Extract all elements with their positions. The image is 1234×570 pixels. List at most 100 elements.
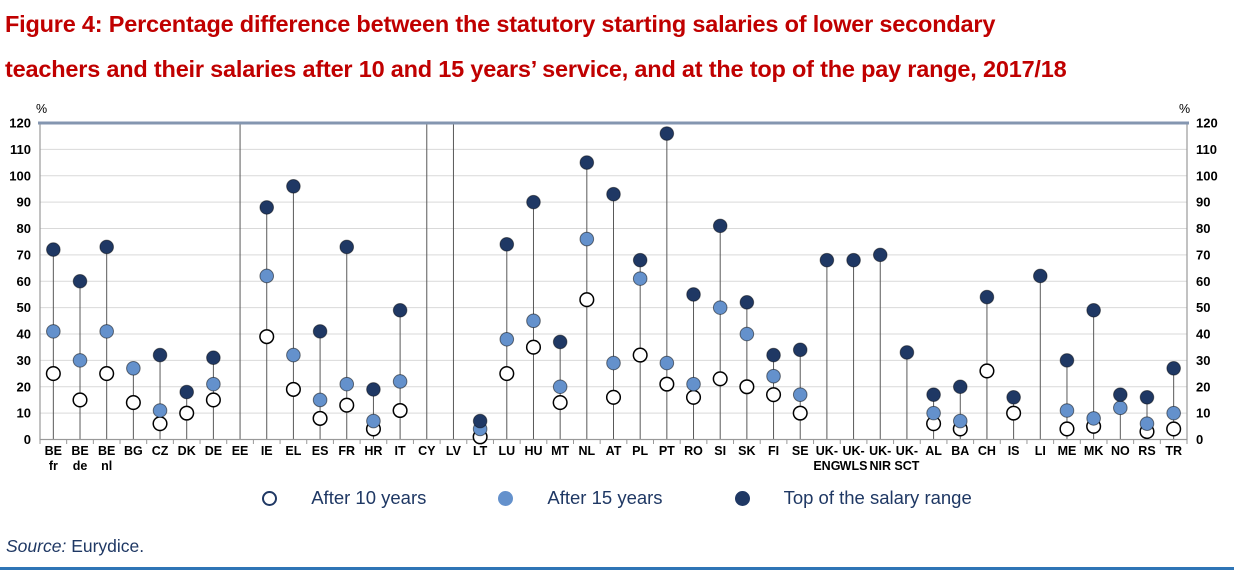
- dot-after-15-years: [1086, 411, 1101, 426]
- dot-top-of-range: [579, 155, 595, 170]
- dot-top-of-range: [1166, 360, 1181, 376]
- y-axis-label-right: 120: [1196, 116, 1218, 131]
- x-axis-label: ME: [1058, 444, 1077, 458]
- x-axis-label: BE: [71, 444, 88, 458]
- x-axis-label: IT: [395, 444, 406, 458]
- dot-after-15-years: [952, 413, 968, 429]
- x-axis-label: EL: [285, 444, 301, 458]
- dot-after-15-years: [526, 313, 541, 329]
- dot-after-10-years: [979, 363, 995, 379]
- x-axis-label: UK-: [896, 444, 918, 458]
- dot-after-10-years: [792, 405, 808, 421]
- dot-top-of-range: [686, 287, 701, 302]
- x-axis-label: de: [73, 459, 88, 473]
- dot-after-10-years: [1059, 421, 1075, 437]
- y-axis-label-right: 100: [1196, 168, 1218, 183]
- x-axis-label: NIR: [869, 459, 891, 473]
- x-axis-label: nl: [101, 459, 112, 473]
- dot-top-of-range: [899, 345, 915, 360]
- y-axis-label-right: 60: [1196, 274, 1210, 289]
- dot-after-15-years: [1059, 403, 1075, 418]
- dot-after-15-years: [99, 324, 114, 339]
- x-axis-label: CH: [978, 444, 996, 458]
- dot-after-15-years: [606, 355, 621, 371]
- legend-item-after-15-years: After 15 years: [498, 487, 663, 509]
- dot-after-10-years: [392, 402, 408, 419]
- navy-circle-icon: [734, 490, 750, 506]
- dot-top-of-range: [152, 347, 168, 363]
- y-axis-label-left: 20: [17, 379, 31, 394]
- dot-after-10-years: [205, 392, 221, 408]
- dot-top-of-range: [46, 242, 61, 257]
- y-axis-label-right: 40: [1196, 327, 1210, 342]
- dot-after-10-years: [579, 292, 595, 308]
- dot-after-15-years: [339, 376, 355, 392]
- x-axis-label: SE: [792, 444, 809, 458]
- x-axis-label: NL: [578, 444, 595, 458]
- dot-after-15-years: [286, 347, 301, 363]
- dot-after-15-years: [579, 231, 595, 247]
- open-circle-icon: [262, 490, 278, 506]
- dot-after-10-years: [659, 376, 675, 392]
- x-axis-label: AL: [925, 444, 942, 458]
- x-axis-label: UK-: [842, 444, 864, 458]
- y-axis-label-left: 80: [17, 221, 31, 236]
- dot-after-10-years: [552, 395, 568, 411]
- x-axis-label: AT: [606, 444, 622, 458]
- x-axis-label: HR: [364, 444, 382, 458]
- dot-top-of-range: [499, 237, 515, 252]
- dot-after-10-years: [685, 389, 702, 405]
- x-axis-label: DE: [205, 444, 222, 458]
- dot-top-of-range: [392, 302, 408, 318]
- x-axis-label: BE: [45, 444, 62, 458]
- dot-top-of-range: [552, 334, 568, 350]
- dot-after-10-years: [339, 397, 355, 413]
- dot-after-10-years: [259, 329, 275, 345]
- dot-after-15-years: [126, 360, 141, 376]
- x-axis-label: SK: [738, 444, 755, 458]
- dot-after-15-years: [926, 405, 941, 421]
- dot-after-15-years: [552, 379, 568, 395]
- dot-after-15-years: [792, 387, 808, 402]
- dot-top-of-range: [339, 239, 355, 255]
- dot-top-of-range: [1032, 268, 1048, 284]
- dot-top-of-range: [1139, 390, 1155, 405]
- y-axis-label-right: 50: [1196, 300, 1210, 315]
- dot-after-10-years: [765, 387, 782, 403]
- x-axis-label: IE: [261, 444, 273, 458]
- dot-top-of-range: [1059, 353, 1075, 368]
- dot-after-15-years: [392, 374, 408, 389]
- x-axis-label: IS: [1008, 444, 1020, 458]
- x-axis-label: CY: [418, 444, 436, 458]
- dot-top-of-range: [792, 342, 808, 358]
- dot-after-10-years: [179, 405, 195, 421]
- source-label: Source:: [6, 536, 67, 556]
- legend-label: After 10 years: [311, 487, 427, 508]
- y-axis-unit-right: %: [1179, 102, 1190, 116]
- x-axis-label: MT: [551, 444, 569, 458]
- dot-top-of-range: [72, 273, 88, 289]
- y-axis-label-left: 60: [17, 274, 31, 289]
- dot-top-of-range: [99, 239, 114, 255]
- x-axis-label: HU: [524, 444, 542, 458]
- dot-top-of-range: [659, 126, 675, 141]
- x-axis-label: BG: [124, 444, 143, 458]
- dot-after-10-years: [525, 339, 542, 355]
- x-axis-label: ES: [312, 444, 329, 458]
- y-axis-label-left: 100: [9, 168, 31, 183]
- bottom-accent-rule: [0, 567, 1234, 570]
- y-axis-label-left: 70: [17, 247, 31, 262]
- x-axis-label: EE: [232, 444, 249, 458]
- dot-top-of-range: [526, 194, 541, 210]
- dot-after-10-years: [312, 410, 328, 426]
- y-axis-label-left: 0: [24, 432, 31, 447]
- figure-title: Figure 4: Percentage difference between …: [5, 2, 1231, 92]
- y-axis-label-left: 110: [10, 142, 31, 157]
- dot-top-of-range: [739, 295, 755, 310]
- y-axis-label-right: 10: [1196, 406, 1210, 421]
- figure-title-line2: teachers and their salaries after 10 and…: [5, 56, 1067, 82]
- dot-after-15-years: [46, 324, 61, 339]
- y-axis-label-right: 70: [1196, 247, 1210, 262]
- x-axis-label: RO: [684, 444, 703, 458]
- x-axis-label: SCT: [894, 459, 919, 473]
